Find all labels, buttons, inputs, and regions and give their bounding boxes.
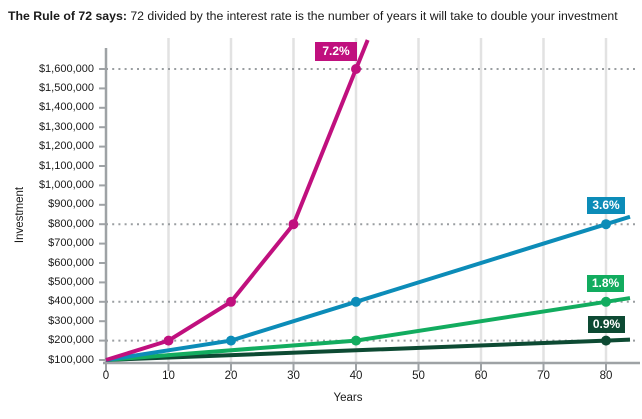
y-axis-tick-label: $1,000,000: [38, 178, 94, 191]
y-axis-tick-label: $1,200,000: [38, 140, 94, 153]
y-axis-tick-label: $300,000: [48, 314, 94, 327]
series-line-1.8%: [105, 296, 631, 362]
data-point-7.2%: [163, 335, 174, 346]
data-point-0.9%: [601, 335, 611, 346]
y-axis-tick-label: $400,000: [48, 295, 94, 308]
x-axis-tick-label: 70: [537, 370, 550, 382]
y-axis-title: Investment: [14, 186, 26, 244]
x-axis-title: Years: [333, 392, 363, 404]
data-point-7.2%: [226, 296, 236, 307]
y-axis-tick-label: $1,100,000: [38, 159, 94, 172]
y-axis-tick-label: $900,000: [48, 198, 94, 211]
data-point-1.8%: [351, 335, 361, 346]
x-axis-tick-label: 10: [162, 370, 175, 382]
data-point-1.8%: [601, 296, 611, 307]
series-line-7.2%: [105, 39, 370, 362]
y-axis-tick-label: $600,000: [48, 256, 94, 269]
x-axis-tick-label: 20: [224, 370, 238, 382]
y-axis-tick-label: $1,400,000: [38, 101, 94, 114]
x-axis-tick-label: 50: [412, 370, 425, 382]
y-axis-tick-label: $1,300,000: [38, 120, 94, 133]
data-point-3.6%: [601, 219, 611, 230]
chart-title-bold: The Rule of 72 says:: [8, 9, 127, 23]
y-axis-tick-label: $800,000: [48, 217, 94, 230]
x-axis-tick-label: 60: [474, 370, 488, 382]
x-axis-tick-label: 30: [287, 370, 300, 382]
y-axis-tick-label: $1,600,000: [38, 62, 94, 75]
x-axis-tick-label: 0: [102, 370, 110, 382]
data-point-3.6%: [226, 335, 236, 346]
rate-label-3.6%: 3.6%: [587, 197, 625, 214]
x-axis-tick-label: 80: [599, 370, 613, 382]
y-axis-tick-label: $500,000: [48, 275, 94, 288]
x-axis-tick-label: 40: [349, 370, 363, 382]
y-axis-tick-label: $200,000: [48, 334, 94, 347]
rate-label-1.8%: 1.8%: [587, 275, 624, 292]
rate-label-7.2%: 7.2%: [315, 42, 357, 61]
chart-title: The Rule of 72 says: 72 divided by the i…: [8, 8, 640, 24]
y-axis-tick-label: $1,500,000: [38, 81, 94, 94]
y-axis-tick-label: $100,000: [48, 353, 94, 366]
rate-label-0.9%: 0.9%: [588, 316, 625, 333]
data-point-7.2%: [288, 219, 299, 230]
y-axis-tick-label: $700,000: [48, 237, 94, 250]
data-point-7.2%: [351, 64, 361, 74]
data-point-3.6%: [351, 296, 361, 307]
chart-title-rest: 72 divided by the interest rate is the n…: [126, 9, 618, 23]
series-line-0.9%: [105, 337, 631, 362]
